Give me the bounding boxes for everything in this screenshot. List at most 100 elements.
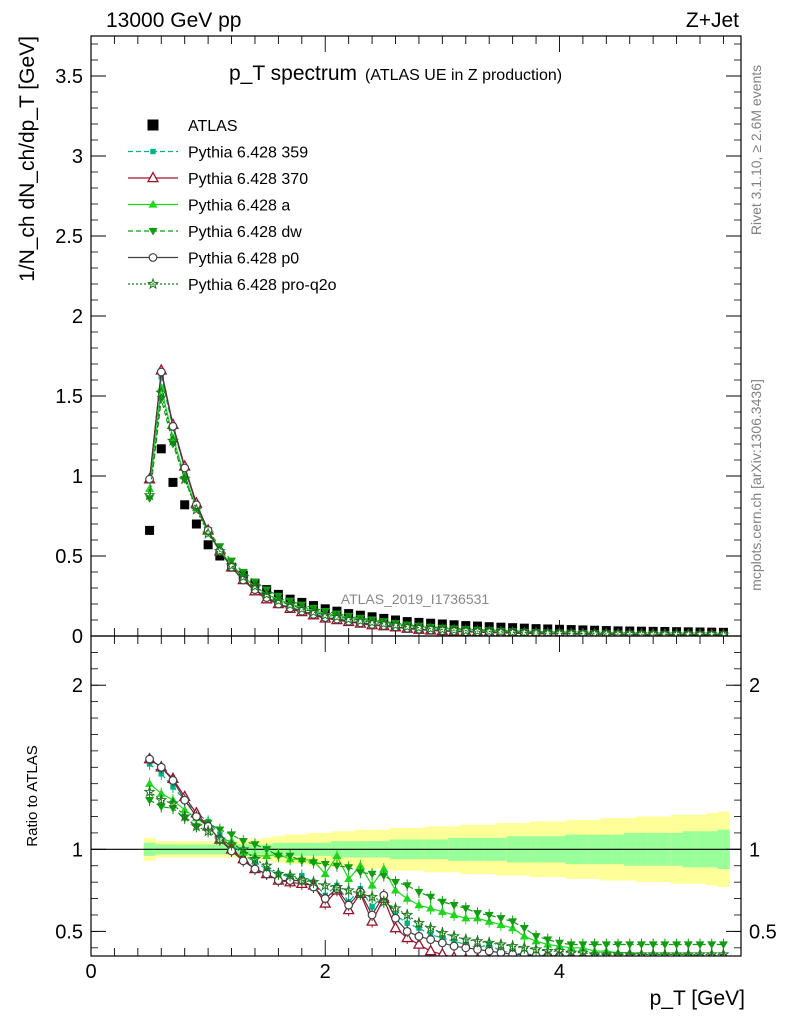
data-point [717,628,730,636]
data-point [156,367,166,377]
ratio-point [554,939,564,948]
main-axes: 0 0.5 1 1.5 2 2.5 3 3.5 [55,36,741,956]
legend-item-pythia-6-428-370: Pythia 6.428 370 [128,171,308,188]
ratio-point [180,805,190,814]
data-point [623,627,636,636]
legend-item-pythia-6-428-p0: Pythia 6.428 p0 [128,251,299,268]
ratio-point [484,911,494,920]
ratio-line [149,763,564,956]
x-tick-label: 0 [85,961,96,983]
ratio-point [437,938,447,948]
ratio-point [342,883,355,896]
ratio-panel: 0.5 0.5 1 1 2 2 0 2 4 Ratio to ATLAS p_T [GeV] [24,635,777,1010]
data-point [344,612,354,621]
data-point [215,551,225,561]
data-point [611,627,625,636]
ratio-point [426,903,436,912]
legend-item-pythia-6-428-pro-q2o: Pythia 6.428 pro-q2o [128,277,337,294]
ratio-point [412,916,425,929]
data-point [190,503,203,515]
ratio-point [401,908,414,921]
data-point [145,474,154,484]
data-point [145,484,155,492]
ratio-point [260,859,273,871]
ratio-point [191,812,201,821]
ratio-point [721,957,726,962]
ratio-point [402,926,412,936]
legend-label: Pythia 6.428 dw [188,224,302,241]
ratio-y-tick-label: 2 [72,675,83,697]
ratio-point [639,957,644,962]
data-point [670,627,683,636]
main-title: p_T spectrum [229,62,357,85]
ratio-point [225,837,238,850]
ratio-point [705,947,718,956]
ratio-point [391,879,401,887]
ratio-point [168,775,178,785]
ratio-point [213,833,226,845]
energy-label: 13000 GeV pp [106,9,241,32]
ratio-point [650,957,655,962]
y-tick-label: 3 [72,146,83,168]
data-point [541,626,554,636]
ratio-point [414,900,424,909]
ratio-point [541,944,554,956]
ratio-point [402,894,412,902]
ratio-point [590,941,600,950]
ratio-point [635,947,648,956]
ratio-point [647,947,660,956]
data-point [319,608,332,621]
data-point [424,622,437,634]
ratio-point [355,861,365,869]
ratio-point [273,852,283,861]
ratio-point [237,842,250,855]
data-point [309,604,319,613]
y-tick-label: 1.5 [55,386,83,408]
data-point [436,622,449,635]
data-point [307,605,320,618]
y-axis-label: 1/N_ch dN_ch/dp_T [GeV] [16,36,39,282]
data-point [297,601,307,610]
ratio-point [518,941,531,954]
ratio-point [170,784,176,790]
ratio-point [686,957,691,962]
y-tick-label: 0.5 [55,546,83,568]
data-point [225,559,238,571]
ratio-point [627,957,632,962]
ratio-point [202,824,215,837]
data-point [272,594,285,607]
x-tick-label: 4 [554,961,565,983]
ratio-point [355,869,365,877]
ratio-point [449,941,459,951]
ratio-point [674,957,679,962]
ratio-point [463,952,468,956]
ratio-point [437,898,447,907]
legend-label: Pythia 6.428 pro-q2o [188,277,337,294]
legend-label: Pythia 6.428 359 [188,145,308,162]
ratio-point [449,901,459,910]
ratio-axes: 0.5 0.5 1 1 2 2 0 2 4 [55,652,777,983]
ratio-point [426,893,436,902]
ratio-point [155,793,168,806]
data-point [191,519,201,529]
ratio-point [693,947,707,956]
data-point [483,625,496,636]
ratio-point [332,862,342,871]
ratio-point [611,947,625,956]
ratio-point [145,779,155,787]
ratio-point [309,859,319,867]
ratio-point [662,957,667,962]
ratio-point [354,887,367,899]
data-point [203,540,213,550]
ratio-point [180,795,190,805]
legend-item-pythia-6-428-dw: Pythia 6.428 dw [128,224,302,241]
ratio-point [227,831,237,840]
legend-marker [146,277,160,290]
ratio-point [404,920,410,926]
ratio-point [451,950,457,956]
ratio-point [285,852,295,861]
ratio-point [178,810,191,822]
series-pythia-6-428-pro-q2o [143,386,730,636]
data-point [401,620,414,632]
